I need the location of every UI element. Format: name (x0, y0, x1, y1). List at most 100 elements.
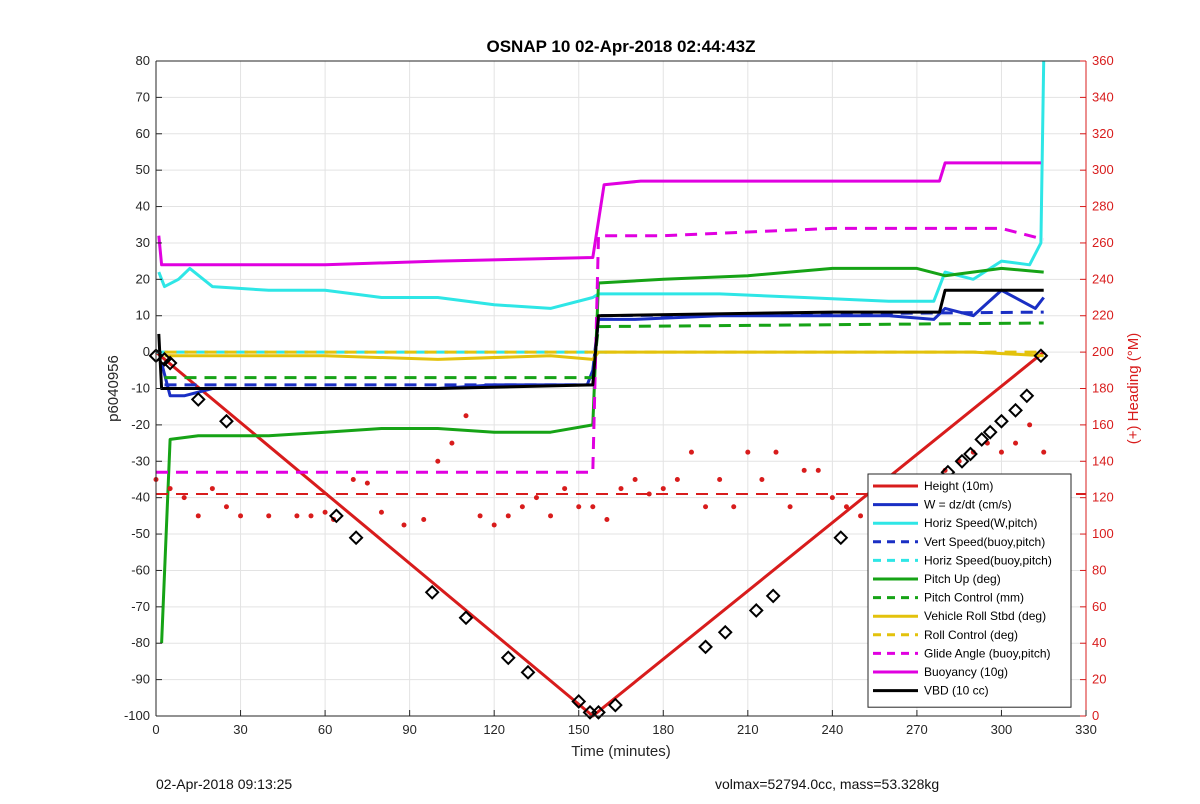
heading-point (660, 486, 666, 492)
legend-entry: Buoyancy (10g) (924, 665, 1008, 679)
heading-point (519, 504, 525, 510)
x-tick-label: 330 (1075, 722, 1097, 737)
heading-point (463, 413, 469, 419)
legend-entry: Height (10m) (924, 479, 993, 493)
y-tick-label-left: 0 (143, 344, 150, 359)
diamond-marker (982, 424, 998, 440)
heading-point (167, 486, 173, 492)
diamond-marker (607, 697, 623, 713)
heading-point (717, 476, 723, 482)
legend-entry: Horiz Speed(W,pitch) (924, 516, 1037, 530)
legend-entry: Glide Angle (buoy,pitch) (924, 646, 1051, 660)
y-tick-label-right: 340 (1092, 89, 1114, 104)
y-tick-label-left: -100 (124, 708, 150, 723)
y-tick-label-left: -40 (131, 490, 150, 505)
y-tick-label-right: 180 (1092, 381, 1114, 396)
heading-point (731, 504, 737, 510)
heading-point (308, 513, 314, 519)
series-line-9 (156, 226, 1045, 474)
y-tick-label-right: 80 (1092, 562, 1106, 577)
diamond-marker (328, 508, 344, 524)
heading-point (646, 491, 652, 497)
heading-point (505, 513, 511, 519)
heading-point (1013, 440, 1019, 446)
heading-point (181, 495, 187, 501)
y-tick-label-right: 100 (1092, 526, 1114, 541)
y-tick-label-left: 70 (136, 89, 150, 104)
diamond-marker (424, 584, 440, 600)
diamond-marker (698, 639, 713, 655)
series-line-5 (160, 266, 1044, 644)
heading-point (491, 522, 497, 528)
y-tick-label-left: 80 (136, 53, 150, 68)
heading-point (829, 495, 835, 501)
heading-point (576, 504, 582, 510)
y-tick-label-left: -80 (131, 635, 150, 650)
series-line-2 (157, 60, 1046, 310)
y-tick-label-left: -30 (131, 453, 150, 468)
y-tick-label-left: 20 (136, 271, 150, 286)
y-tick-label-left: 50 (136, 162, 150, 177)
heading-point (449, 440, 455, 446)
heading-point (562, 486, 568, 492)
y-tick-label-right: 260 (1092, 235, 1114, 250)
heading-point (858, 513, 864, 519)
x-tick-label: 30 (233, 722, 247, 737)
y-tick-label-right: 360 (1092, 53, 1114, 68)
heading-point (435, 458, 441, 464)
y-tick-label-left: -90 (131, 672, 150, 687)
heading-point (674, 476, 680, 482)
diamond-marker (954, 453, 970, 469)
legend-entry: Roll Control (deg) (924, 628, 1018, 642)
heading-point (703, 504, 709, 510)
heading-point (759, 476, 765, 482)
x-axis-label: Time (minutes) (571, 743, 670, 760)
y-tick-label-right: 220 (1092, 308, 1114, 323)
x-tick-label: 210 (737, 722, 759, 737)
y-tick-label-left: 30 (136, 235, 150, 250)
y-tick-label-right: 320 (1092, 126, 1114, 141)
x-tick-label: 150 (568, 722, 590, 737)
y-tick-label-left: 40 (136, 199, 150, 214)
series-line-10 (157, 161, 1041, 267)
heading-point (998, 449, 1004, 455)
y-tick-label-left: 60 (136, 126, 150, 141)
heading-point (632, 476, 638, 482)
diamond-marker (591, 704, 606, 720)
heading-point (1027, 422, 1033, 428)
x-tick-label: 120 (483, 722, 505, 737)
legend-entry: Pitch Control (mm) (924, 591, 1024, 605)
chart-title: OSNAP 10 02-Apr-2018 02:44:43Z (487, 37, 756, 56)
x-tick-label: 270 (906, 722, 928, 737)
heading-point (378, 509, 384, 515)
heading-point (364, 480, 370, 486)
heading-point (1041, 449, 1047, 455)
x-tick-label: 300 (991, 722, 1013, 737)
series-group (155, 60, 1046, 718)
heading-point (745, 449, 751, 455)
markers (148, 348, 1049, 720)
footer-timestamp: 02-Apr-2018 09:13:25 (156, 776, 293, 792)
x-tick-label: 90 (402, 722, 416, 737)
heading-point (773, 449, 779, 455)
legend-entry: Horiz Speed(buoy,pitch) (924, 553, 1052, 567)
heading-point (195, 513, 201, 519)
heading-point (688, 449, 694, 455)
legend: Height (10m) W = dz/dt (cm/s) Horiz Speed(… (867, 473, 1072, 708)
diamond-marker (748, 603, 764, 618)
legend-entry: Vert Speed(buoy,pitch) (924, 535, 1045, 549)
heading-point (548, 513, 554, 519)
heading-point (590, 504, 596, 510)
y-tick-label-right: 120 (1092, 490, 1114, 505)
y-tick-label-right: 20 (1092, 672, 1106, 687)
diamond-marker (1033, 348, 1049, 364)
series-line-6 (164, 321, 1044, 380)
diamond-marker (765, 588, 781, 604)
y-tick-label-right: 140 (1092, 453, 1114, 468)
diamond-marker (974, 432, 990, 447)
y-tick-label-left: -10 (131, 381, 150, 396)
heading-point (801, 467, 807, 473)
diamond-marker (963, 446, 978, 462)
y-tick-label-right: 160 (1092, 417, 1114, 432)
